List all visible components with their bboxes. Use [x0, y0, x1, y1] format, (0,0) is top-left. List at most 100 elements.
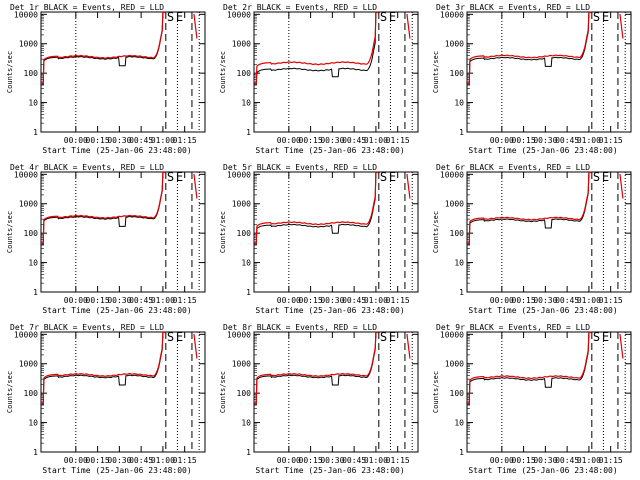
saa-end-marker: E: [389, 10, 396, 24]
panel-det-2: Det 2r BLACK = Events, RED = LLD 1 10 100 10…: [219, 3, 419, 155]
x-tick-label: 01:00: [364, 136, 388, 145]
y-tick-label: 1: [246, 288, 251, 297]
lld-series-line: [41, 331, 166, 404]
lld-series-line-tail: [193, 173, 198, 199]
panel-det-7: Det 7r BLACK = Events, RED = LLD 1 10 100 10…: [6, 323, 206, 475]
x-tick-label: 00:30: [107, 136, 131, 145]
y-tick-label: 100: [237, 389, 252, 398]
x-tick-label: 00:45: [129, 456, 153, 465]
x-tick-label: 00:45: [342, 456, 366, 465]
lld-series-line: [467, 171, 592, 244]
y-axis-label: Counts/sec: [432, 51, 440, 93]
saa-end-marker: E: [176, 170, 183, 184]
panel-title: Det 5r BLACK = Events, RED = LLD: [223, 163, 377, 172]
saa-start-marker: S: [380, 170, 387, 184]
x-tick-label: 00:45: [129, 296, 153, 305]
x-tick-label: 01:15: [386, 136, 410, 145]
x-tick-label: 00:45: [555, 136, 579, 145]
x-tick-label: 00:30: [533, 136, 557, 145]
panel-title: Det 4r BLACK = Events, RED = LLD: [10, 163, 164, 172]
y-tick-label: 100: [450, 389, 465, 398]
y-tick-label: 1: [459, 128, 464, 137]
y-tick-label: 10: [241, 99, 251, 108]
panel-det-9: Det 9r BLACK = Events, RED = LLD 1 10 100 10…: [432, 323, 632, 475]
x-tick-label: 00:15: [299, 456, 323, 465]
saa-start-marker: S: [167, 330, 174, 344]
x-axis-label: Start Time (25-Jan-06 23:48:00): [255, 146, 404, 155]
y-tick-label: 10: [454, 259, 464, 268]
y-axis-label: Counts/sec: [219, 371, 227, 413]
y-tick-label: 1000: [445, 40, 464, 49]
x-tick-label: 00:30: [320, 136, 344, 145]
panel-title: Det 9r BLACK = Events, RED = LLD: [436, 323, 590, 332]
x-tick-label: 00:00: [64, 136, 88, 145]
x-tick-label: 00:00: [277, 136, 301, 145]
panel-title: Det 6r BLACK = Events, RED = LLD: [436, 163, 590, 172]
y-tick-label: 1000: [445, 360, 464, 369]
y-tick-label: 10: [454, 99, 464, 108]
x-tick-label: 00:15: [512, 136, 536, 145]
saa-end-marker: E: [176, 330, 183, 344]
x-axis-label: Start Time (25-Jan-06 23:48:00): [255, 466, 404, 475]
x-tick-label: 00:15: [512, 296, 536, 305]
y-axis-label: Counts/sec: [219, 51, 227, 93]
events-series-line: [41, 332, 166, 406]
x-tick-label: 00:00: [64, 296, 88, 305]
y-tick-label: 100: [450, 229, 465, 238]
y-tick-label: 10: [241, 259, 251, 268]
y-axis-label: Counts/sec: [432, 371, 440, 413]
x-tick-label: 00:30: [533, 296, 557, 305]
lld-series-line: [467, 331, 592, 404]
plot-frame: [40, 11, 206, 133]
events-series-line: [41, 172, 166, 246]
x-tick-label: 00:00: [277, 456, 301, 465]
y-tick-label: 100: [237, 229, 252, 238]
plot-frame: [466, 11, 632, 133]
plot-frame: [253, 171, 419, 293]
y-tick-label: 10: [28, 99, 38, 108]
lld-series-line: [41, 11, 166, 84]
panel-det-3: Det 3r BLACK = Events, RED = LLD 1 10 100 10…: [432, 3, 632, 155]
x-tick-label: 00:15: [86, 456, 110, 465]
saa-end-marker: E: [602, 170, 609, 184]
y-tick-label: 10000: [227, 10, 251, 19]
saa-start-marker: S: [380, 330, 387, 344]
saa-start-marker: S: [380, 10, 387, 24]
saa-start-marker: S: [593, 330, 600, 344]
lld-series-line-tail: [619, 333, 624, 359]
y-tick-label: 10000: [440, 10, 464, 19]
plot-frame: [253, 11, 419, 133]
panel-det-6: Det 6r BLACK = Events, RED = LLD 1 10 100 10…: [432, 163, 632, 315]
x-tick-label: 00:45: [555, 456, 579, 465]
x-tick-label: 01:00: [151, 456, 175, 465]
x-tick-label: 01:00: [151, 136, 175, 145]
x-tick-label: 01:00: [577, 456, 601, 465]
lld-series-line: [254, 11, 379, 84]
events-series-line: [467, 172, 592, 246]
y-tick-label: 1000: [445, 200, 464, 209]
y-tick-label: 1: [459, 288, 464, 297]
x-tick-label: 01:15: [599, 136, 623, 145]
panel-title: Det 1r BLACK = Events, RED = LLD: [10, 3, 164, 12]
x-tick-label: 00:00: [277, 296, 301, 305]
y-tick-label: 10000: [14, 330, 38, 339]
saa-end-marker: E: [389, 170, 396, 184]
y-tick-label: 1: [459, 448, 464, 457]
y-tick-label: 100: [24, 229, 39, 238]
x-tick-label: 00:15: [86, 136, 110, 145]
x-tick-label: 00:30: [533, 456, 557, 465]
x-tick-label: 00:30: [320, 296, 344, 305]
y-tick-label: 100: [237, 69, 252, 78]
y-tick-label: 10: [241, 419, 251, 428]
lld-series-line-tail: [193, 333, 198, 359]
events-series-line: [254, 12, 379, 86]
y-tick-label: 1: [246, 128, 251, 137]
panel-title: Det 7r BLACK = Events, RED = LLD: [10, 323, 164, 332]
plot-frame: [253, 331, 419, 453]
y-tick-label: 10000: [227, 170, 251, 179]
x-tick-label: 01:15: [386, 456, 410, 465]
y-tick-label: 10: [28, 419, 38, 428]
y-axis-label: Counts/sec: [432, 211, 440, 253]
y-axis-label: Counts/sec: [6, 371, 14, 413]
events-series-line: [41, 12, 166, 86]
